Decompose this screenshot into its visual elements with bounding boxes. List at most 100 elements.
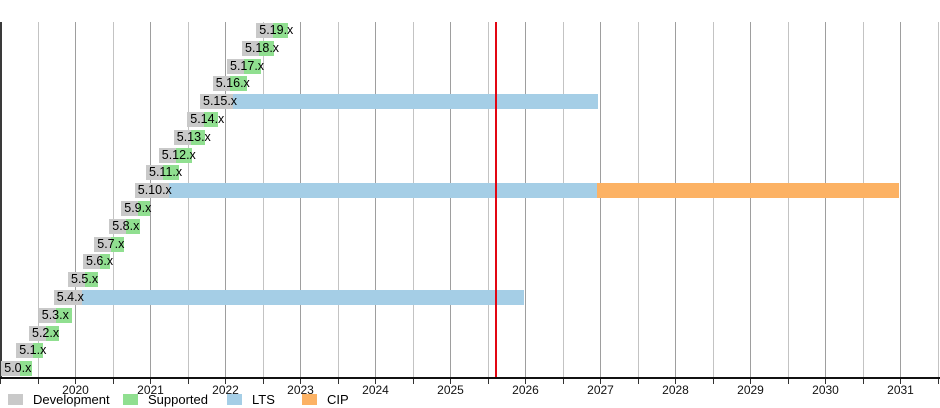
segment-lts (233, 94, 599, 110)
segment-development (83, 254, 101, 270)
axis-tick (562, 379, 564, 384)
segment-supported (163, 165, 179, 181)
year-label-2031: 2031 (887, 383, 914, 397)
timeline-bar-5.12.x: 5.12.x (0, 147, 940, 163)
legend-label: CIP (327, 392, 349, 407)
segment-supported (125, 218, 140, 234)
segment-development (29, 325, 47, 341)
version-label: 5.12.x (161, 147, 196, 162)
axis-tick (787, 379, 789, 384)
axis-tick (525, 379, 526, 384)
version-label: 5.8.x (112, 218, 140, 233)
gridline (712, 22, 714, 378)
year-label-2020: 2020 (62, 383, 89, 397)
timeline-bar-5.6.x: 5.6.x (0, 254, 940, 270)
segment-supported (20, 361, 32, 377)
segment-supported (203, 112, 218, 127)
year-label-2025: 2025 (437, 383, 464, 397)
segment-development (227, 58, 245, 74)
gridline (525, 22, 526, 378)
axis-tick (825, 379, 826, 384)
version-label: 5.15.x (203, 94, 238, 109)
axis-tick (750, 379, 751, 384)
version-label: 5.4.x (56, 290, 84, 304)
segment-development (212, 76, 230, 92)
axis-tick (862, 379, 864, 384)
year-label-2029: 2029 (737, 383, 764, 397)
timeline-bar-5.9.x: 5.9.x (0, 201, 940, 216)
segment-supported (244, 58, 261, 74)
segment-development (109, 218, 126, 234)
gridline (375, 22, 376, 378)
segment-cip (596, 183, 899, 199)
segment-development (121, 201, 138, 216)
segment-supported (137, 201, 150, 216)
gridline (600, 22, 601, 378)
version-label: 5.7.x (97, 236, 125, 251)
legend-label: Development (33, 392, 110, 407)
legend-label: Supported (148, 392, 208, 407)
timeline-bar-5.16.x: 5.16.x (0, 76, 940, 92)
year-label-2028: 2028 (662, 383, 689, 397)
axis-tick (112, 379, 114, 384)
timeline-bar-5.0.x: 5.0.x (0, 361, 940, 377)
gridline (37, 22, 39, 378)
timeline-bar-5.1.x: 5.1.x (0, 343, 940, 359)
gridline (337, 22, 339, 378)
axis-tick (900, 379, 901, 384)
gridline (225, 22, 226, 378)
segment-development (242, 40, 260, 56)
version-label: 5.19.x (259, 23, 294, 37)
timeline-bar-5.11.x: 5.11.x (0, 165, 940, 181)
segment-development (53, 290, 83, 305)
version-label: 5.5.x (71, 272, 99, 287)
timeline-bar-5.15.x: 5.15.x (0, 94, 940, 110)
segment-development (200, 94, 233, 110)
axis-tick (712, 379, 714, 384)
timeline-bar-5.14.x: 5.14.x (0, 112, 940, 127)
today-marker-line (494, 22, 497, 378)
version-label: 5.2.x (32, 325, 60, 340)
gridline (450, 22, 451, 378)
segment-development (94, 236, 111, 252)
gridline (637, 22, 639, 378)
segment-development (146, 165, 164, 181)
segment-development (68, 272, 86, 288)
axis-tick (150, 379, 151, 384)
timeline-bar-5.13.x: 5.13.x (0, 129, 940, 145)
segment-supported (100, 254, 110, 270)
segment-supported (191, 129, 206, 145)
segment-lts (82, 290, 524, 305)
gridline (75, 22, 76, 378)
segment-supported (85, 272, 98, 288)
segment-lts (169, 183, 597, 199)
timeline-bar-5.5.x: 5.5.x (0, 272, 940, 288)
gridline (900, 22, 901, 378)
axis-tick (637, 379, 639, 384)
axis-tick (375, 379, 376, 384)
axis-tick (75, 379, 76, 384)
axis-tick (937, 379, 939, 384)
version-label: 5.11.x (149, 165, 183, 180)
year-label-2027: 2027 (587, 383, 614, 397)
segment-development (158, 147, 176, 163)
axis-tick (187, 379, 189, 384)
year-label-2021: 2021 (137, 383, 164, 397)
year-label-2026: 2026 (512, 383, 539, 397)
axis-tick (600, 379, 601, 384)
segment-supported (110, 236, 125, 252)
timeline-bar-5.3.x: 5.3.x (0, 307, 940, 323)
version-label: 5.1.x (19, 343, 47, 358)
segment-development (134, 183, 170, 199)
segment-development (1, 361, 20, 377)
version-label: 5.14.x (190, 112, 225, 126)
timeline-bar-5.10.x: 5.10.x (0, 183, 940, 199)
segment-supported (46, 325, 59, 341)
timeline-bar-5.4.x: 5.4.x (0, 290, 940, 305)
version-label: 5.0.x (4, 361, 32, 376)
cip-swatch-icon (302, 394, 317, 405)
version-label: 5.13.x (176, 129, 211, 144)
gridline (412, 22, 414, 378)
timeline-bar-5.19.x: 5.19.x (0, 23, 940, 38)
